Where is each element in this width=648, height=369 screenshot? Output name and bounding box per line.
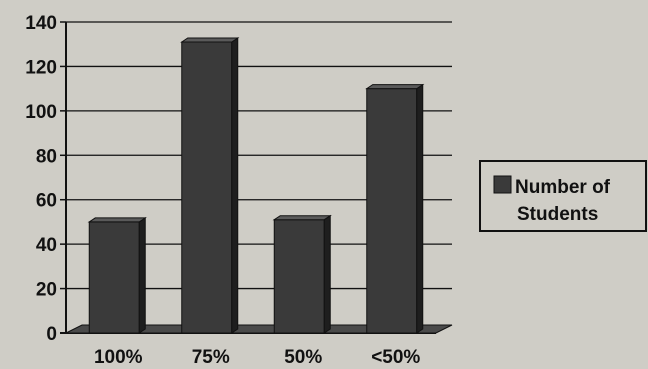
legend-swatch: [493, 175, 512, 194]
bar: [87, 216, 147, 334]
y-tick-label: 100: [25, 102, 57, 123]
bar: [365, 83, 425, 334]
x-tick-label: 75%: [192, 347, 230, 368]
bar-side: [138, 216, 146, 334]
y-tick-label: 120: [25, 57, 57, 78]
bar-side: [231, 37, 239, 334]
bar-top: [365, 84, 425, 90]
y-tick-label: 60: [36, 191, 57, 212]
legend-label-line2: Students: [517, 204, 598, 225]
bar-top: [272, 215, 332, 221]
bar-top: [87, 217, 147, 223]
bars: [87, 37, 425, 334]
y-tick-label: 40: [36, 235, 57, 256]
bar: [180, 37, 240, 334]
bar-top: [180, 37, 240, 43]
x-tick-label: 100%: [94, 347, 143, 368]
legend: Number of Students: [479, 160, 647, 232]
bar-front: [181, 41, 233, 334]
bar-front: [273, 219, 325, 334]
bar-side: [416, 83, 424, 334]
y-tick-labels: 0 20 40 60 80 100 120 140: [25, 13, 57, 345]
bar-front: [88, 221, 140, 334]
y-tick-label: 0: [46, 324, 57, 345]
bar-side: [323, 214, 331, 334]
bar: [272, 214, 332, 334]
y-tick-label: 140: [25, 13, 57, 34]
x-tick-label: 50%: [284, 347, 322, 368]
legend-box: [479, 160, 647, 232]
bar-front: [366, 88, 418, 334]
y-tick-label: 20: [36, 280, 57, 301]
x-tick-labels: 100% 75% 50% <50%: [94, 347, 420, 368]
x-tick-label: <50%: [371, 347, 420, 368]
y-tick-label: 80: [36, 146, 57, 167]
legend-label-line1: Number of: [515, 177, 611, 198]
